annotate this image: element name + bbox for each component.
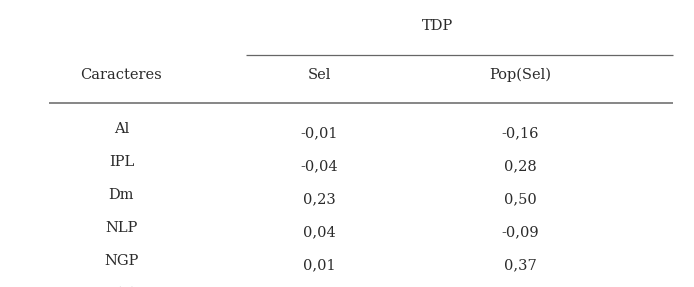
Text: 0,28: 0,28 xyxy=(504,159,537,173)
Text: Pop(Sel): Pop(Sel) xyxy=(489,67,552,82)
Text: -0,01: -0,01 xyxy=(301,126,338,140)
Text: 0,23: 0,23 xyxy=(303,192,336,206)
Text: NGP: NGP xyxy=(104,254,139,268)
Text: IPL: IPL xyxy=(109,155,134,169)
Text: -0,16: -0,16 xyxy=(502,126,539,140)
Text: -0,09: -0,09 xyxy=(502,225,539,239)
Text: Sel: Sel xyxy=(307,68,331,82)
Text: TDP: TDP xyxy=(421,19,453,33)
Text: NLP: NLP xyxy=(105,221,137,235)
Text: -0,04: -0,04 xyxy=(301,159,338,173)
Text: 0,37: 0,37 xyxy=(504,258,537,272)
Text: Caracteres: Caracteres xyxy=(81,68,162,82)
Text: Al: Al xyxy=(114,122,129,136)
Text: 0,50: 0,50 xyxy=(504,192,537,206)
Text: 0,01: 0,01 xyxy=(303,258,336,272)
Text: 0,04: 0,04 xyxy=(303,225,336,239)
Text: Dm: Dm xyxy=(109,188,134,202)
